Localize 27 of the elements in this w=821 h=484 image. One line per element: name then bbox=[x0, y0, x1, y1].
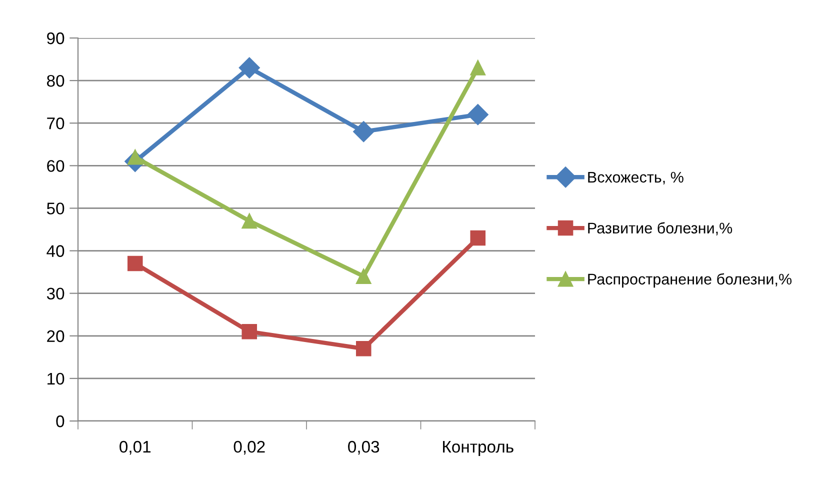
x-tick-label: 0,01 bbox=[120, 440, 151, 455]
point bbox=[470, 230, 486, 246]
point bbox=[356, 268, 372, 284]
point bbox=[242, 324, 258, 340]
legend-label: Развитие болезни,% bbox=[588, 222, 732, 236]
point bbox=[242, 213, 258, 229]
point bbox=[470, 60, 486, 76]
legend-label: Всхожесть, % bbox=[588, 172, 684, 184]
y-tick-label: 20 bbox=[47, 330, 64, 342]
point bbox=[127, 256, 143, 272]
x-tick-label: Контроль bbox=[443, 441, 514, 456]
x-tick-label: 0,03 bbox=[348, 440, 380, 455]
y-tick-label: 60 bbox=[47, 160, 64, 172]
point bbox=[353, 121, 374, 142]
y-tick-label: 30 bbox=[46, 288, 64, 300]
y-tick-label: 50 bbox=[46, 202, 64, 214]
x-tick-label: 0,02 bbox=[234, 440, 265, 455]
y-tick-label: 90 bbox=[47, 32, 64, 44]
y-tick-label: 70 bbox=[47, 118, 64, 130]
y-tick-label: 10 bbox=[48, 372, 64, 385]
point bbox=[238, 57, 260, 78]
y-tick-label: 0 bbox=[56, 415, 64, 428]
y-tick-label: 40 bbox=[46, 245, 64, 257]
y-tick-label: 80 bbox=[46, 74, 64, 87]
point bbox=[356, 341, 372, 356]
point bbox=[467, 104, 488, 126]
legend-label: Распространение болезни,% bbox=[588, 273, 792, 288]
